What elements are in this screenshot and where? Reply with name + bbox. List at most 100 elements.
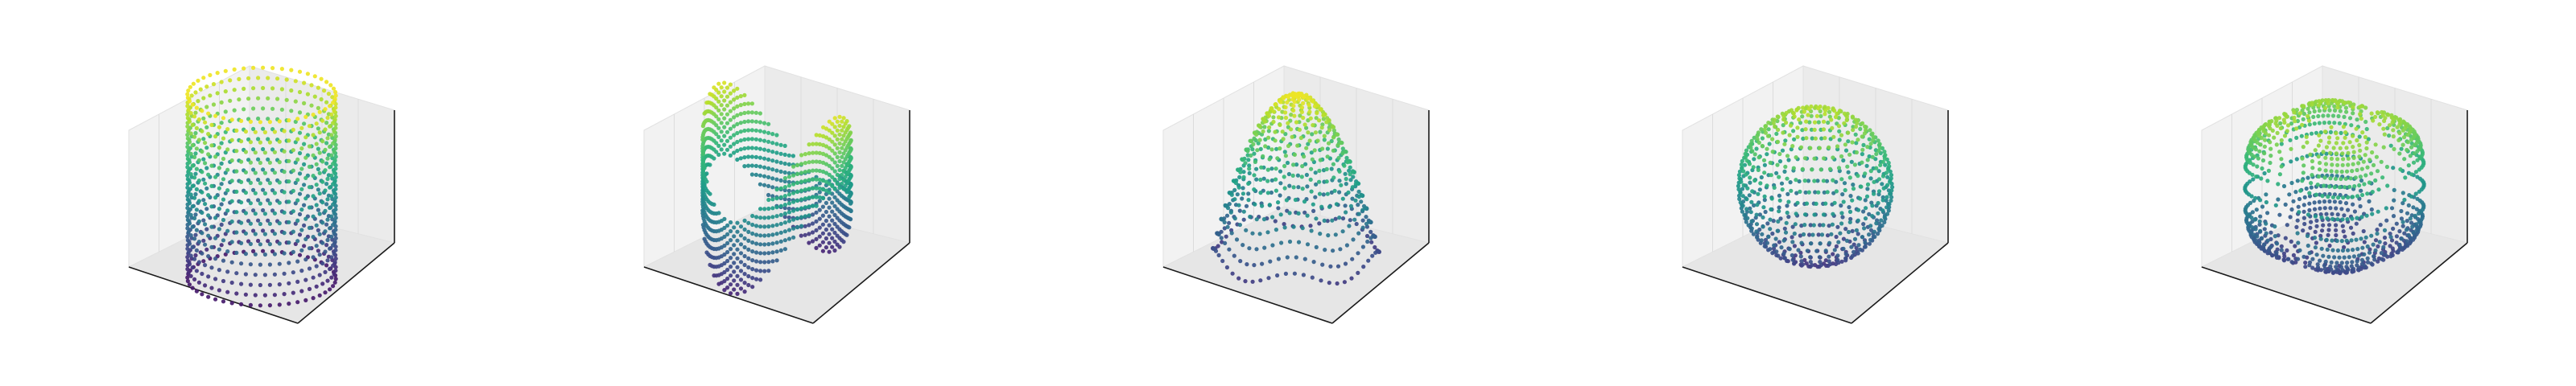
scatter-point <box>219 161 224 166</box>
scatter-point <box>1266 113 1272 118</box>
scatter-point <box>331 86 336 91</box>
scatter-point <box>2322 129 2328 134</box>
scatter-point <box>1340 196 1345 201</box>
scatter-point <box>262 211 267 216</box>
scatter-point <box>2343 234 2347 239</box>
scatter-point <box>303 216 308 221</box>
scatter-point <box>1299 175 1304 179</box>
scatter-point <box>307 246 312 251</box>
scatter-point <box>824 191 828 196</box>
scatter-point <box>2388 143 2393 148</box>
scatter-point <box>1818 241 1823 246</box>
scatter-point <box>2274 250 2279 255</box>
scatter-point <box>742 128 747 133</box>
scatter-point <box>835 137 840 142</box>
scatter-point <box>2254 207 2259 212</box>
scatter-point <box>1808 241 1814 246</box>
scatter-point <box>1856 232 1860 236</box>
scatter-point <box>1863 240 1868 245</box>
scatter-point <box>2399 216 2404 221</box>
scatter-point <box>2326 254 2331 259</box>
scatter-point <box>213 236 218 240</box>
scatter-point <box>1289 113 1294 117</box>
scatter-point <box>1863 198 1868 203</box>
scatter-point <box>1756 130 1761 135</box>
scatter-point <box>1243 279 1248 284</box>
scatter-point <box>1876 226 1881 232</box>
scatter-point <box>750 240 755 245</box>
scatter-point <box>204 105 209 109</box>
scatter-point <box>2286 257 2291 261</box>
scatter-point <box>1839 259 1844 264</box>
scatter-point <box>316 105 320 110</box>
scatter-point <box>1301 101 1306 105</box>
scatter-point <box>314 203 319 207</box>
scatter-point <box>814 150 819 155</box>
scatter-point <box>1766 127 1771 132</box>
scatter-point <box>1270 243 1275 248</box>
scatter-point <box>221 278 226 284</box>
scatter-point <box>267 282 272 287</box>
scatter-point <box>311 174 316 179</box>
scatter-point <box>2345 261 2350 265</box>
scatter-point <box>832 142 837 147</box>
scatter-point <box>1276 115 1282 120</box>
scatter-point <box>270 66 275 71</box>
scatter-point <box>1278 122 1282 127</box>
scatter-point <box>193 191 198 197</box>
scatter-point <box>2257 149 2262 154</box>
scatter-point <box>1247 246 1252 251</box>
scatter-point <box>311 255 316 260</box>
scatter-point <box>2338 199 2343 205</box>
scatter-point <box>328 226 332 231</box>
scatter-point <box>2321 150 2326 154</box>
scatter-point <box>750 285 755 290</box>
scatter-point <box>2254 175 2259 179</box>
scatter-point <box>203 120 208 125</box>
scatter-point <box>206 294 211 299</box>
scatter-point <box>824 188 829 193</box>
scatter-point <box>1816 190 1821 195</box>
scatter-point <box>1792 137 1797 142</box>
scatter-point <box>1306 130 1311 135</box>
scatter-point <box>1776 253 1781 258</box>
scatter-point <box>229 219 234 224</box>
scatter-point <box>2351 162 2355 166</box>
scatter-point <box>1781 238 1786 243</box>
scatter-point <box>1291 108 1296 113</box>
scatter-point <box>795 180 800 185</box>
scatter-point <box>2301 111 2306 117</box>
scatter-point <box>1768 247 1773 252</box>
scatter-point <box>2268 146 2273 151</box>
scatter-point <box>1780 148 1785 153</box>
scatter-point <box>1308 116 1313 121</box>
scatter-point <box>1768 160 1773 165</box>
scatter-point <box>272 191 277 195</box>
scatter-point <box>2295 118 2300 124</box>
scatter-point <box>824 162 829 166</box>
scatter-point <box>311 133 316 138</box>
scatter-point <box>1804 261 1809 266</box>
scatter-point <box>229 138 234 142</box>
scatter-point <box>2293 190 2298 195</box>
scatter-point <box>239 139 244 144</box>
scatter-point <box>2268 160 2273 166</box>
scatter-point <box>229 240 234 244</box>
scatter-point <box>742 155 747 160</box>
scatter-point <box>725 249 730 255</box>
scatter-point <box>2383 241 2388 246</box>
scatter-point <box>332 260 337 265</box>
scatter-point <box>774 168 779 173</box>
scatter-point <box>735 95 740 100</box>
scatter-point <box>2294 224 2299 229</box>
scatter-point <box>1839 133 1844 138</box>
scatter-point <box>2385 183 2390 188</box>
scatter-point <box>722 269 727 275</box>
scatter-point <box>272 272 277 277</box>
scatter-point <box>1307 109 1312 114</box>
scatter-point <box>2289 159 2293 164</box>
scatter-point <box>746 146 751 150</box>
scatter-point <box>803 179 808 183</box>
scatter-point <box>2343 135 2347 140</box>
scatter-point <box>735 291 740 296</box>
